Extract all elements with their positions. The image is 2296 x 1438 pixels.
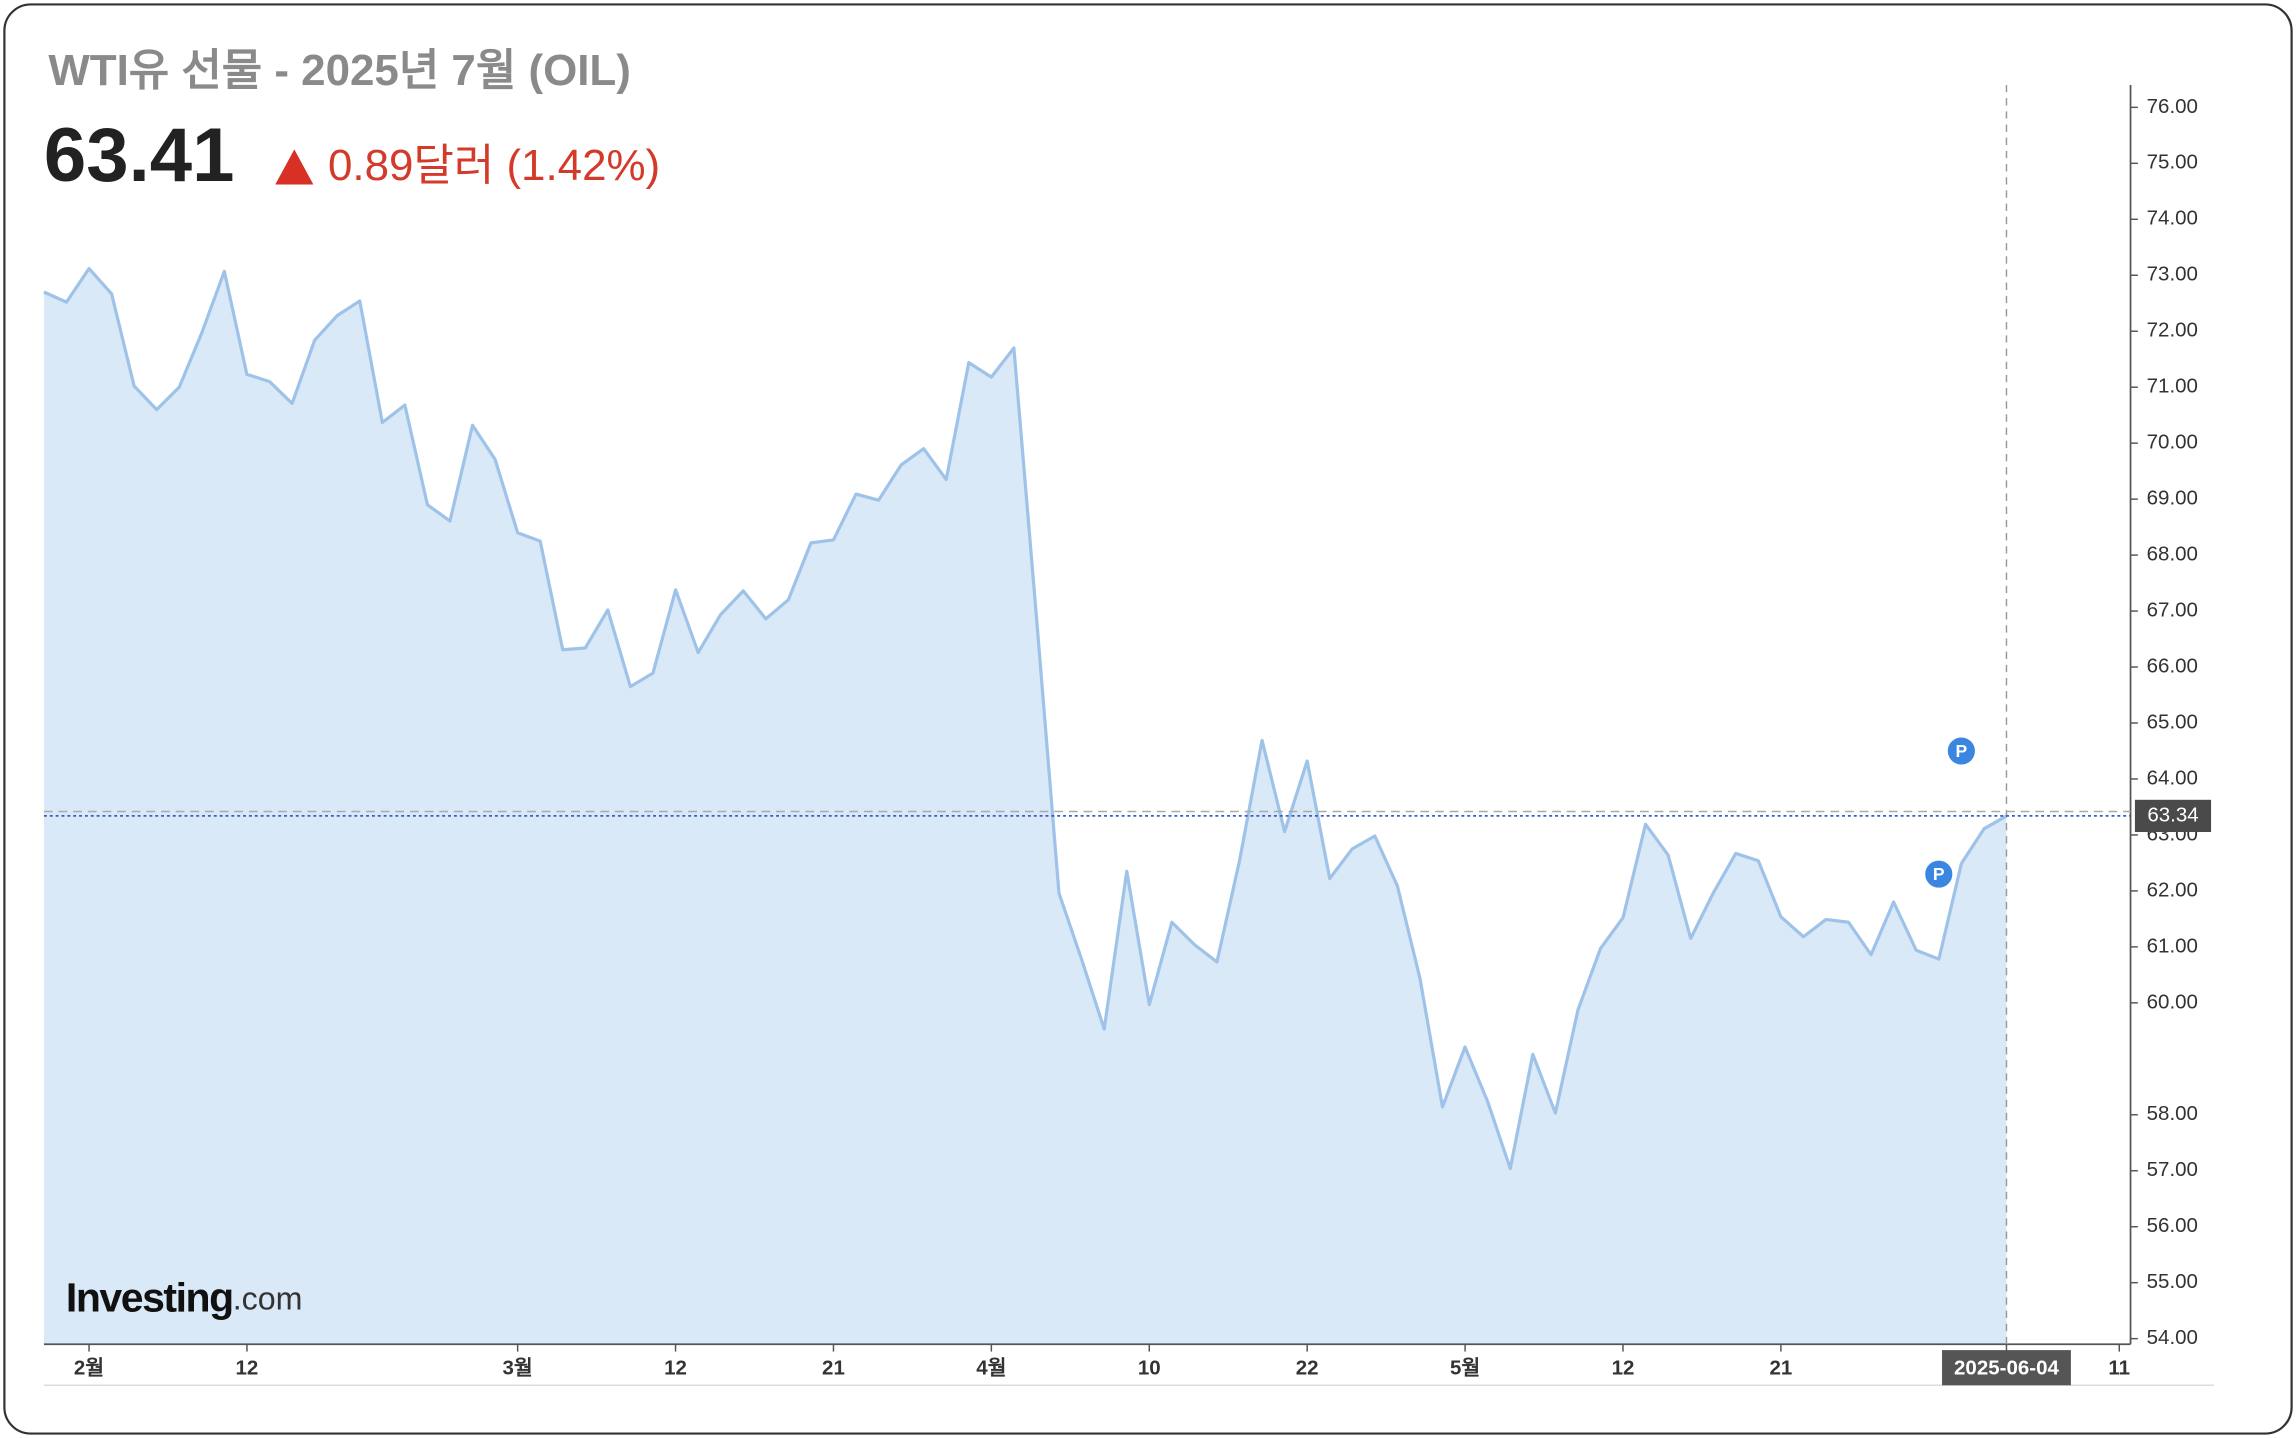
y-tick-label: 65.00 <box>2147 710 2198 733</box>
y-tick-label: 70.00 <box>2147 431 2198 454</box>
y-tick-label: 71.00 <box>2147 375 2198 398</box>
y-tick-label: 54.00 <box>2147 1326 2198 1349</box>
current-price-label: 63.34 <box>2147 803 2198 826</box>
price-line <box>43 266 2008 1171</box>
x-tick-label: 21 <box>822 1357 845 1380</box>
y-tick-label: 76.00 <box>2147 95 2198 118</box>
y-tick-label: 69.00 <box>2147 487 2198 510</box>
y-tick-label: 67.00 <box>2147 598 2198 621</box>
x-tick-label: 12 <box>236 1357 259 1380</box>
x-tick-label: 2월 <box>74 1357 104 1380</box>
event-marker-label: P <box>1933 864 1945 884</box>
y-tick-label: 61.00 <box>2147 934 2198 957</box>
y-tick-label: 74.00 <box>2147 207 2198 230</box>
x-tick-label: 10 <box>1138 1357 1161 1380</box>
y-tick-label: 60.00 <box>2147 990 2198 1013</box>
current-price-box <box>2134 799 2212 833</box>
y-tick-label: 73.00 <box>2147 263 2198 286</box>
x-tick-label: 12 <box>1612 1357 1635 1380</box>
event-marker-label: P <box>1955 741 1967 761</box>
crosshair-date-box <box>1942 1350 2071 1386</box>
x-tick-label: 11 <box>2108 1357 2130 1380</box>
y-tick-label: 75.00 <box>2147 151 2198 174</box>
logo-brand: Investing <box>66 1274 233 1320</box>
y-tick-label: 57.00 <box>2147 1158 2198 1181</box>
x-tick-label: 22 <box>1296 1357 1319 1380</box>
up-arrow <box>275 149 314 185</box>
plot: 54.00 55.00 56.00 57.00 58.00 60.00 61.00 62.00… <box>43 84 2214 1386</box>
logo-suffix: .com <box>233 1280 303 1316</box>
logo: Investing.com <box>66 1274 303 1320</box>
x-tick-label: 5월 <box>1450 1357 1480 1380</box>
y-tick-label: 56.00 <box>2147 1214 2198 1237</box>
x-tick-label: 4월 <box>976 1357 1006 1380</box>
x-tick-label: 21 <box>1769 1357 1792 1380</box>
price-change: 0.89달러 (1.42%) <box>328 141 660 190</box>
last-price: 63.41 <box>44 113 235 198</box>
y-tick-label: 72.00 <box>2147 319 2198 342</box>
event-marker <box>1923 858 1955 890</box>
x-tick-label: 12 <box>664 1357 687 1380</box>
crosshair-date-label: 2025-06-04 <box>1954 1357 2059 1380</box>
instrument-title: WTI유 선물 - 2025년 7월 (OIL) <box>48 46 631 95</box>
x-tick-label: 3월 <box>503 1357 533 1380</box>
y-tick-label: 62.00 <box>2147 878 2198 901</box>
y-tick-label: 66.00 <box>2147 654 2198 677</box>
area-fill <box>43 268 2007 1345</box>
y-tick-label: 58.00 <box>2147 1102 2198 1125</box>
event-marker <box>1945 735 1978 767</box>
y-tick-label: 68.00 <box>2147 543 2198 566</box>
y-tick-label: 64.00 <box>2147 766 2198 789</box>
y-tick-label: 55.00 <box>2147 1270 2198 1293</box>
